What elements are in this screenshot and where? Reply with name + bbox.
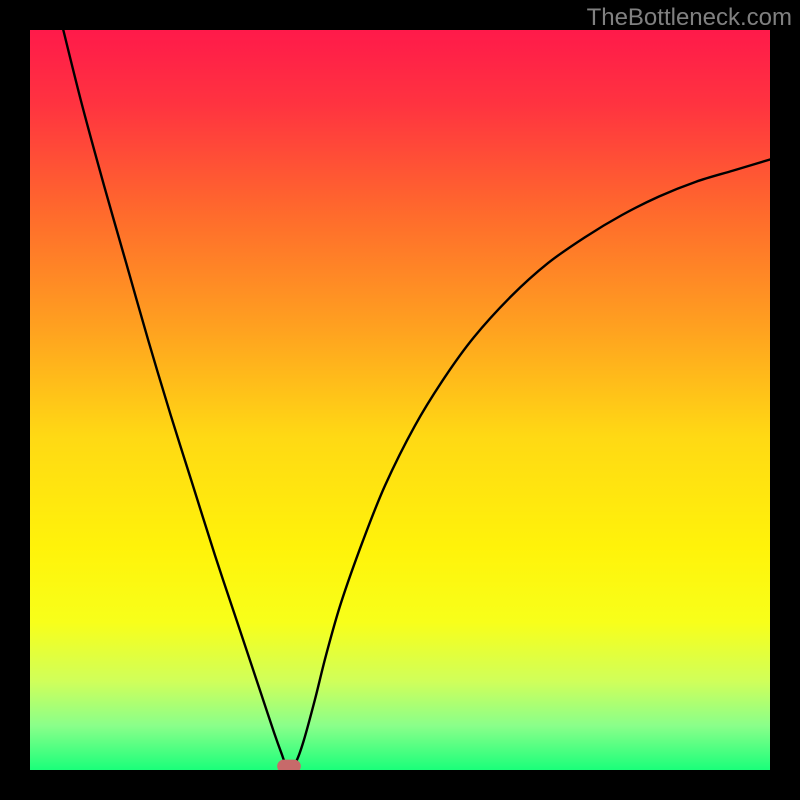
plot-background — [30, 30, 770, 770]
bottleneck-curve-chart — [30, 30, 770, 770]
watermark-text: TheBottleneck.com — [587, 4, 792, 32]
chart-container: TheBottleneck.com — [0, 0, 800, 800]
optimum-marker — [277, 760, 301, 770]
plot-area — [30, 30, 770, 770]
